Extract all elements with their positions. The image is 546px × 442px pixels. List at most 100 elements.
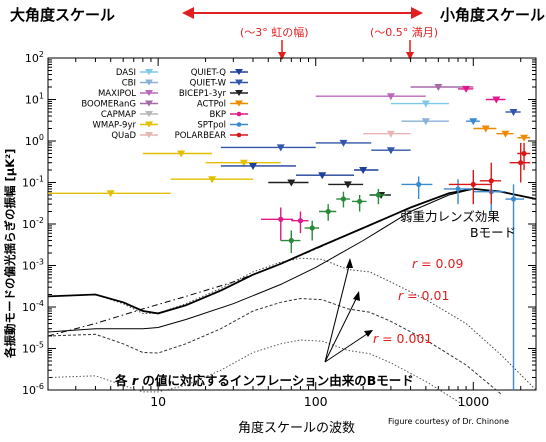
data-point-upper-limit: [318, 172, 327, 180]
legend-marker: [145, 121, 153, 128]
data-point-upper-limit: [287, 179, 296, 187]
legend-label: BOOMERanG: [81, 100, 136, 110]
y-tick-label: 101: [25, 92, 44, 107]
legend-label: BICEP1-3yr: [179, 89, 227, 99]
y-tick-label: 10-4: [22, 299, 44, 314]
data-point-upper-limit: [106, 190, 115, 198]
legend-marker: [145, 100, 153, 107]
legend-label: DASI: [116, 68, 136, 78]
data-point-upper-limit: [462, 85, 471, 93]
legend: DASICBIMAXIPOLBOOMERanGCAPMAPWMAP-9yrQUa…: [81, 68, 248, 141]
moon-marker-head: [406, 52, 414, 60]
data-point: [416, 181, 422, 187]
inflation-pointer-arrows: [324, 258, 373, 363]
large-scale-label: 大角度スケール: [10, 6, 115, 24]
small-scale-label: 小角度スケール: [440, 6, 545, 24]
legend-label: QUIET-W: [190, 79, 227, 89]
legend-marker: [235, 79, 243, 86]
legend-label: QUIET-Q: [191, 68, 227, 78]
legend-marker: [145, 69, 153, 75]
y-tick-label: 10-3: [22, 258, 44, 273]
legend-label: MAXIPOL: [98, 89, 136, 99]
data-point: [470, 181, 476, 187]
x-tick-label: 1000: [457, 394, 489, 409]
data-point: [518, 160, 524, 166]
primordial-r009-curve: [47, 257, 537, 391]
primordial-r0001-curve: [47, 339, 467, 407]
legend-label: ACTPol: [197, 100, 226, 110]
data-point-upper-limit: [276, 144, 285, 152]
x-axis-label: 角度スケールの波数: [238, 420, 355, 436]
data-point-upper-limit: [501, 130, 510, 138]
data-point: [309, 225, 315, 231]
data-point-upper-limit: [421, 100, 430, 108]
x-tick-label: 10: [150, 394, 166, 409]
data-point-upper-limit: [239, 159, 248, 167]
data-point-upper-limit: [469, 118, 478, 126]
data-point: [297, 218, 304, 224]
legend-marker: [145, 111, 153, 117]
data-point-upper-limit: [208, 176, 217, 184]
primordial-r001-curve: [47, 297, 502, 395]
legend-marker: [235, 90, 243, 96]
data-point-upper-limit: [386, 130, 395, 138]
rainbow-note: (〜3° 虹の幅): [240, 26, 309, 39]
data-point: [375, 192, 382, 198]
legend-marker: [235, 69, 243, 75]
data-point: [357, 198, 363, 205]
legend-label: POLARBEAR: [175, 131, 226, 141]
data-point: [288, 237, 294, 244]
data-point: [325, 208, 331, 215]
legend-marker: [236, 132, 242, 138]
data-point-upper-limit: [343, 181, 352, 189]
data-point-upper-limit: [386, 147, 395, 155]
data-points: [48, 84, 531, 390]
data-point-upper-limit: [481, 125, 490, 133]
moon-note: (〜0.5° 満月): [370, 26, 438, 39]
legend-label: BKP: [209, 110, 226, 120]
r-label-001: r = 0.01: [398, 288, 449, 303]
y-tick-label: 10-1: [22, 175, 44, 190]
legend-marker: [145, 79, 153, 86]
legend-marker: [236, 111, 242, 117]
legend-label: SPTpol: [197, 121, 226, 131]
legend-label: CBI: [122, 79, 136, 89]
data-point: [340, 196, 347, 202]
data-point-upper-limit: [177, 150, 186, 158]
data-point-upper-limit: [492, 96, 501, 104]
data-point-upper-limit: [520, 134, 529, 142]
lensing-label-line2: Bモード: [470, 225, 516, 240]
y-axis-label: 各振動モードの偏光揺らぎの振幅 [μK²]: [3, 149, 17, 359]
axis-ticks: 10 100 1000 10-6 10-5 10-4 10-3 10-2 10-1 100 101 1…: [22, 50, 536, 409]
data-point-upper-limit: [359, 167, 368, 175]
credit-text: Figure courtesy of Dr. Chinone: [388, 417, 509, 426]
legend-label: WMAP-9yr: [93, 121, 137, 131]
y-tick-label: 10-5: [22, 341, 44, 356]
r-label-009: r = 0.09: [412, 256, 463, 271]
data-point-upper-limit: [421, 118, 430, 126]
legend-label: CAPMAP: [101, 110, 136, 120]
total-r009-curve: [47, 187, 537, 315]
y-tick-label: 100: [25, 133, 44, 148]
y-tick-label: 102: [25, 50, 44, 65]
data-point-upper-limit: [339, 139, 348, 147]
inflation-caption: 各 r の値に対応するインフレーション由来のBモード: [114, 373, 414, 388]
data-point-upper-limit: [509, 108, 518, 116]
legend-marker: [235, 100, 243, 107]
data-point: [455, 186, 461, 192]
data-point: [510, 196, 517, 202]
legend-marker: [145, 132, 153, 138]
data-point-upper-limit: [386, 93, 395, 101]
data-point: [521, 150, 527, 157]
y-tick-label: 10-6: [22, 382, 44, 397]
data-point: [488, 178, 494, 184]
legend-marker: [236, 122, 242, 127]
rainbow-marker-head: [278, 52, 286, 60]
r-label-0001: r = 0.001: [373, 331, 432, 346]
data-point-upper-limit: [434, 84, 443, 92]
y-tick-label: 10-2: [22, 216, 44, 231]
data-point: [278, 216, 284, 222]
x-tick-label: 100: [304, 394, 328, 409]
data-point-upper-limit: [249, 162, 258, 170]
